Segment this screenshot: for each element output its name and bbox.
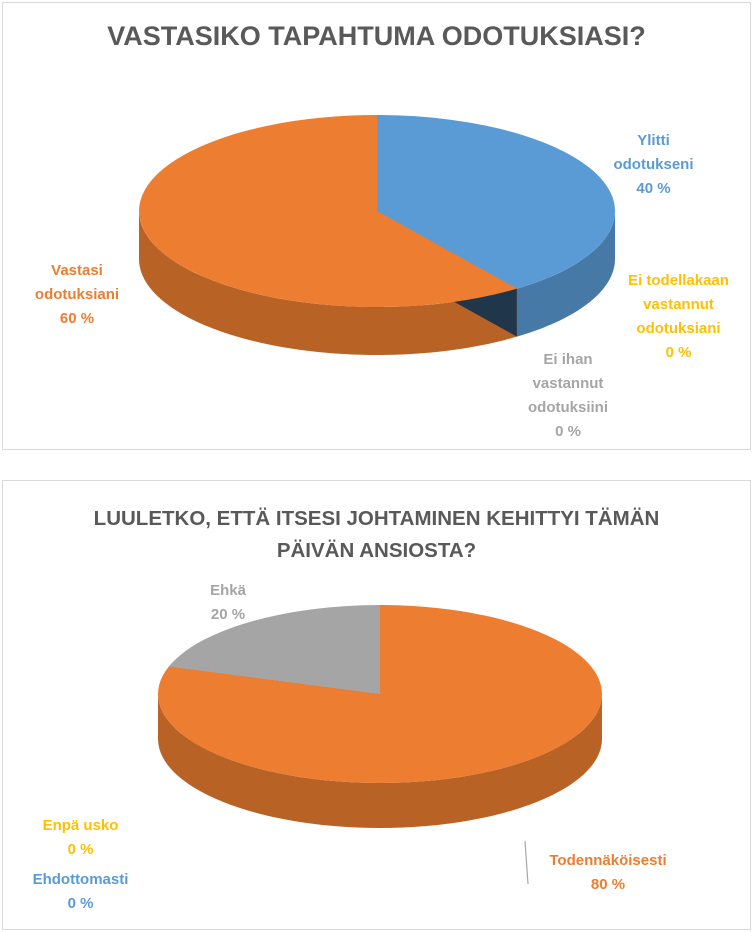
- slice-label: Ei ihan vastannut odotuksiini: [528, 351, 608, 416]
- slice-value: 40 %: [636, 180, 671, 197]
- data-label-ehka: Ehkä 20 %: [188, 579, 268, 627]
- slice-value: 60 %: [59, 310, 95, 327]
- slice-value: 20 %: [210, 606, 246, 623]
- pie-slice-3: [168, 605, 380, 694]
- pie-side-0: [516, 211, 615, 337]
- data-label-todennakoisesti: Todennäköisesti 80 %: [533, 849, 683, 897]
- slice-label: Ei todellakaan vastannut odotuksiani: [628, 272, 729, 337]
- data-label-ylitti: Ylitti odotukseni 40 %: [601, 129, 706, 201]
- data-label-ei-todellakaan: Ei todellakaan vastannut odotuksiani 0 %: [611, 269, 746, 365]
- data-label-ehdottomasti: Ehdottomasti 0 %: [23, 868, 138, 916]
- pie-chart-expectations: [139, 115, 615, 355]
- chart-title: LUULETKO, ETTÄ ITSESI JOHTAMINEN KEHITTY…: [3, 503, 750, 567]
- slice-label: Enpä usko: [42, 817, 119, 834]
- chart-panel-expectations: VASTASIKO TAPAHTUMA ODOTUKSIASI? Ylitti …: [2, 2, 751, 450]
- pie-chart-self-leadership: [157, 605, 602, 885]
- chart-title: VASTASIKO TAPAHTUMA ODOTUKSIASI?: [107, 21, 646, 51]
- chart-title-text: LUULETKO, ETTÄ ITSESI JOHTAMINEN KEHITTY…: [93, 507, 660, 562]
- pie-slice-1: [157, 605, 602, 783]
- data-label-ei-ihan: Ei ihan vastannut odotuksiini 0 %: [508, 348, 628, 444]
- pie-side-3: [139, 211, 517, 355]
- pie-slice-0: [377, 115, 615, 289]
- data-label-vastasi: Vastasi odotuksiani 60 %: [17, 259, 137, 331]
- slice-label: Vastasi odotuksiani: [34, 262, 120, 303]
- slice-label: Ylitti odotukseni: [613, 132, 694, 173]
- leader-line: [524, 840, 529, 885]
- slice-value: 0 %: [665, 344, 692, 361]
- slice-label: Todennäköisesti: [549, 852, 667, 869]
- pie-side-1: [158, 694, 602, 828]
- data-label-enpa-usko: Enpä usko 0 %: [23, 814, 138, 862]
- slice-value: 0 %: [67, 895, 94, 912]
- slice-label: Ehdottomasti: [32, 871, 129, 888]
- slice-value: 0 %: [67, 841, 94, 858]
- chart-panel-self-leadership: LUULETKO, ETTÄ ITSESI JOHTAMINEN KEHITTY…: [2, 480, 751, 930]
- slice-value: 0 %: [555, 423, 581, 440]
- slice-label: Ehkä: [210, 582, 246, 599]
- slice-value: 80 %: [590, 876, 626, 893]
- pie-slice-3: [139, 115, 517, 307]
